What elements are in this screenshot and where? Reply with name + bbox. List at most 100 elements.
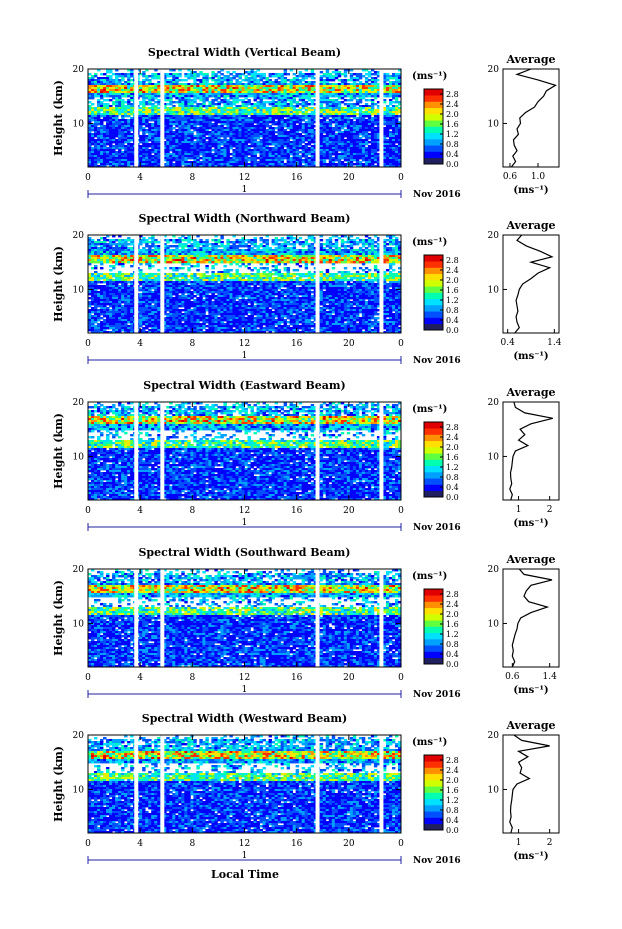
- avg-x-tick-label: 1: [516, 505, 522, 515]
- avg-x-tick-label: 2: [547, 505, 553, 515]
- colorbar-bin: [424, 626, 443, 634]
- panel-4: Spectral Width (Southward Beam) 0 4 8 12 16 20…: [52, 546, 560, 700]
- colorbar-bin: [424, 317, 443, 325]
- avg-x-tick-label: 0.6: [503, 172, 518, 182]
- colorbar-tick-label: 1.6: [446, 286, 459, 295]
- colorbar: 0.00.40.81.21.62.02.42.8: [423, 421, 459, 502]
- colorbar-bin: [424, 101, 443, 109]
- average-title: Average: [505, 219, 555, 232]
- data-gap-3: [315, 735, 320, 833]
- avg-y-tick-label: 20: [488, 398, 500, 408]
- y-tick-label: 10: [73, 119, 85, 129]
- x-tick-label: 0: [85, 673, 91, 683]
- x-tick-label: 16: [291, 173, 303, 183]
- x-tick-label: 20: [343, 673, 355, 683]
- colorbar-bin: [424, 280, 443, 287]
- colorbar-tick-label: 2.8: [446, 756, 459, 765]
- y-axis-label: Height (km): [52, 413, 65, 489]
- day-label: 1: [242, 185, 248, 195]
- colorbar-bin: [424, 767, 443, 775]
- colorbar-frame: [423, 754, 444, 831]
- colorbar-unit: (ms⁻¹): [412, 237, 447, 248]
- colorbar-bin: [424, 139, 443, 146]
- colorbar-tick-label: 0.0: [446, 160, 459, 169]
- data-gap-3: [315, 569, 320, 667]
- average-xlabel: (ms⁻¹): [513, 685, 548, 696]
- colorbar: 0.00.40.81.21.62.02.42.8: [423, 754, 459, 835]
- data-gap-2: [160, 69, 165, 167]
- colorbar-bin: [424, 620, 443, 627]
- colorbar-bin: [424, 292, 443, 300]
- panel-1: Spectral Width (Vertical Beam) 0 4 8 12 16 20 0…: [52, 46, 560, 200]
- average-title: Average: [505, 719, 555, 732]
- colorbar-tick-label: 0.4: [446, 483, 459, 492]
- avg-x-tick-label: 2: [547, 838, 553, 848]
- day-label: 1: [242, 851, 248, 861]
- colorbar-tick-label: 2.0: [446, 276, 459, 285]
- data-gap-4: [379, 735, 384, 833]
- colorbar-bin: [424, 286, 443, 293]
- colorbar-tick-label: 1.6: [446, 120, 459, 129]
- colorbar-frame: [423, 254, 444, 331]
- y-axis-label: Height (km): [52, 580, 65, 656]
- colorbar-tick-label: 0.0: [446, 826, 459, 835]
- x-tick-label: 20: [343, 339, 355, 349]
- y-tick-label: 20: [73, 65, 85, 75]
- colorbar-tick-label: 2.0: [446, 443, 459, 452]
- x-tick-label: 12: [239, 673, 250, 683]
- avg-x-tick-label: 1.4: [547, 338, 562, 348]
- x-tick-label: 16: [291, 839, 303, 849]
- colorbar-bin: [424, 632, 443, 640]
- colorbar-unit: (ms⁻¹): [412, 404, 447, 415]
- colorbar-bin: [424, 595, 443, 602]
- colorbar-bin: [424, 95, 443, 102]
- x-tick-label: 0: [85, 339, 91, 349]
- colorbar-tick-label: 1.2: [446, 630, 459, 639]
- colorbar-unit: (ms⁻¹): [412, 571, 447, 582]
- average-title: Average: [505, 386, 555, 399]
- colorbar-bin: [424, 273, 443, 281]
- colorbar-tick-label: 0.4: [446, 316, 459, 325]
- colorbar-bin: [424, 811, 443, 818]
- colorbar-tick-label: 0.8: [446, 140, 459, 149]
- data-gap-1: [134, 402, 139, 500]
- average-panel: Average 10 20 0.6 1.4 (ms⁻¹): [488, 553, 560, 696]
- x-tick-label: 0: [85, 506, 91, 516]
- data-gap-3: [315, 235, 320, 333]
- data-gap-2: [160, 402, 165, 500]
- average-xlabel: (ms⁻¹): [513, 851, 548, 862]
- x-tick-label: 0: [398, 506, 404, 516]
- x-tick-label: 0: [398, 339, 404, 349]
- colorbar-tick-label: 1.2: [446, 296, 459, 305]
- colorbar-tick-label: 0.4: [446, 650, 459, 659]
- colorbar-bin: [424, 422, 443, 429]
- colorbar-frame: [423, 88, 444, 165]
- colorbar-bin: [424, 145, 443, 152]
- x-tick-label: 16: [291, 673, 303, 683]
- avg-x-tick-label: 0.4: [501, 338, 516, 348]
- x-tick-label: 20: [343, 506, 355, 516]
- colorbar-bin: [424, 645, 443, 652]
- x-tick-label: 12: [239, 506, 250, 516]
- average-frame: [502, 734, 560, 834]
- colorbar-bin: [424, 614, 443, 621]
- data-gap-2: [160, 235, 165, 333]
- data-gap-4: [379, 235, 384, 333]
- colorbar-bin: [424, 440, 443, 448]
- y-tick-label: 20: [73, 565, 85, 575]
- y-tick-label: 20: [73, 398, 85, 408]
- x-tick-label: 4: [137, 506, 143, 516]
- x-tick-label: 20: [343, 173, 355, 183]
- colorbar-bin: [424, 792, 443, 800]
- y-tick-label: 20: [73, 231, 85, 241]
- average-xlabel: (ms⁻¹): [513, 518, 548, 529]
- colorbar-bin: [424, 114, 443, 121]
- colorbar-bin: [424, 465, 443, 473]
- colorbar-bin: [424, 786, 443, 793]
- y-axis-label: Height (km): [52, 746, 65, 822]
- colorbar-tick-label: 1.2: [446, 463, 459, 472]
- colorbar-bin: [424, 780, 443, 787]
- average-title: Average: [505, 553, 555, 566]
- avg-y-tick-label: 10: [488, 119, 500, 129]
- panel-title: Spectral Width (Northward Beam): [139, 212, 351, 225]
